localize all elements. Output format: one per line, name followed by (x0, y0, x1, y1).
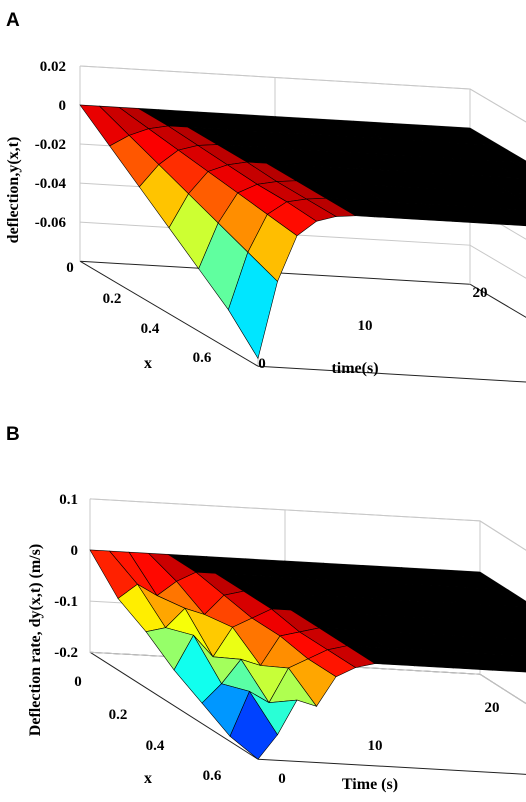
z-axis-label: Deflection rate, dy(x,t) (m/s) (27, 544, 44, 736)
z-tick-label: 0.1 (59, 492, 78, 508)
x-tick-label: 0.2 (109, 707, 128, 723)
t-tick-label: 20 (485, 700, 500, 716)
z-tick-label: 0 (71, 543, 79, 559)
x-tick-label: 0.4 (146, 738, 165, 754)
x-axis-label: x (144, 770, 152, 787)
x-tick-label: 0.2 (103, 291, 122, 307)
t-axis-label: time(s) (331, 360, 378, 377)
z-tick-label: 0.02 (40, 59, 66, 75)
panel-b: 0 0.2 0.4 0.6 0 10 20 0.1 0 -0.1 -0.2 x Time (s) Defl… (27, 492, 526, 793)
axis-line (479, 673, 526, 705)
z-tick-label: -0.04 (35, 176, 67, 192)
panel-a: 0 0.2 0.4 0.6 0 10 20 0.02 0 -0.02 -0.04 -0.06 x time… (5, 59, 526, 383)
x-tick-label: 0 (66, 260, 74, 276)
z-tick-label: -0.02 (35, 137, 66, 153)
x-tick-label: 0.6 (203, 768, 222, 784)
t-tick-label: 20 (473, 285, 488, 301)
x-tick-label: 0 (74, 674, 82, 690)
x-tick-label: 0.6 (193, 350, 212, 366)
axis-line (89, 651, 259, 760)
z-tick-label: 0 (59, 98, 67, 114)
axis-line (257, 758, 526, 775)
z-tick-label: -0.1 (54, 594, 78, 610)
t-tick-label: 10 (358, 318, 373, 334)
axis-line (257, 365, 526, 383)
axis-line (469, 283, 526, 318)
t-tick-label: 0 (278, 771, 286, 787)
z-tick-label: -0.06 (35, 215, 67, 231)
panel-label-b: B (6, 424, 20, 445)
t-tick-label: 0 (258, 356, 266, 372)
t-axis-label: Time (s) (342, 776, 398, 793)
z-axis-label: deflection,y(x,t) (5, 137, 22, 244)
surface-patch (228, 251, 278, 360)
surface-patch (229, 690, 278, 760)
t-tick-label: 10 (368, 738, 383, 754)
z-tick-label: -0.2 (54, 645, 78, 661)
axis-line (79, 260, 259, 367)
x-axis-label: x (144, 355, 152, 372)
panel-label-a: A (6, 10, 20, 31)
x-tick-label: 0.4 (141, 321, 160, 337)
